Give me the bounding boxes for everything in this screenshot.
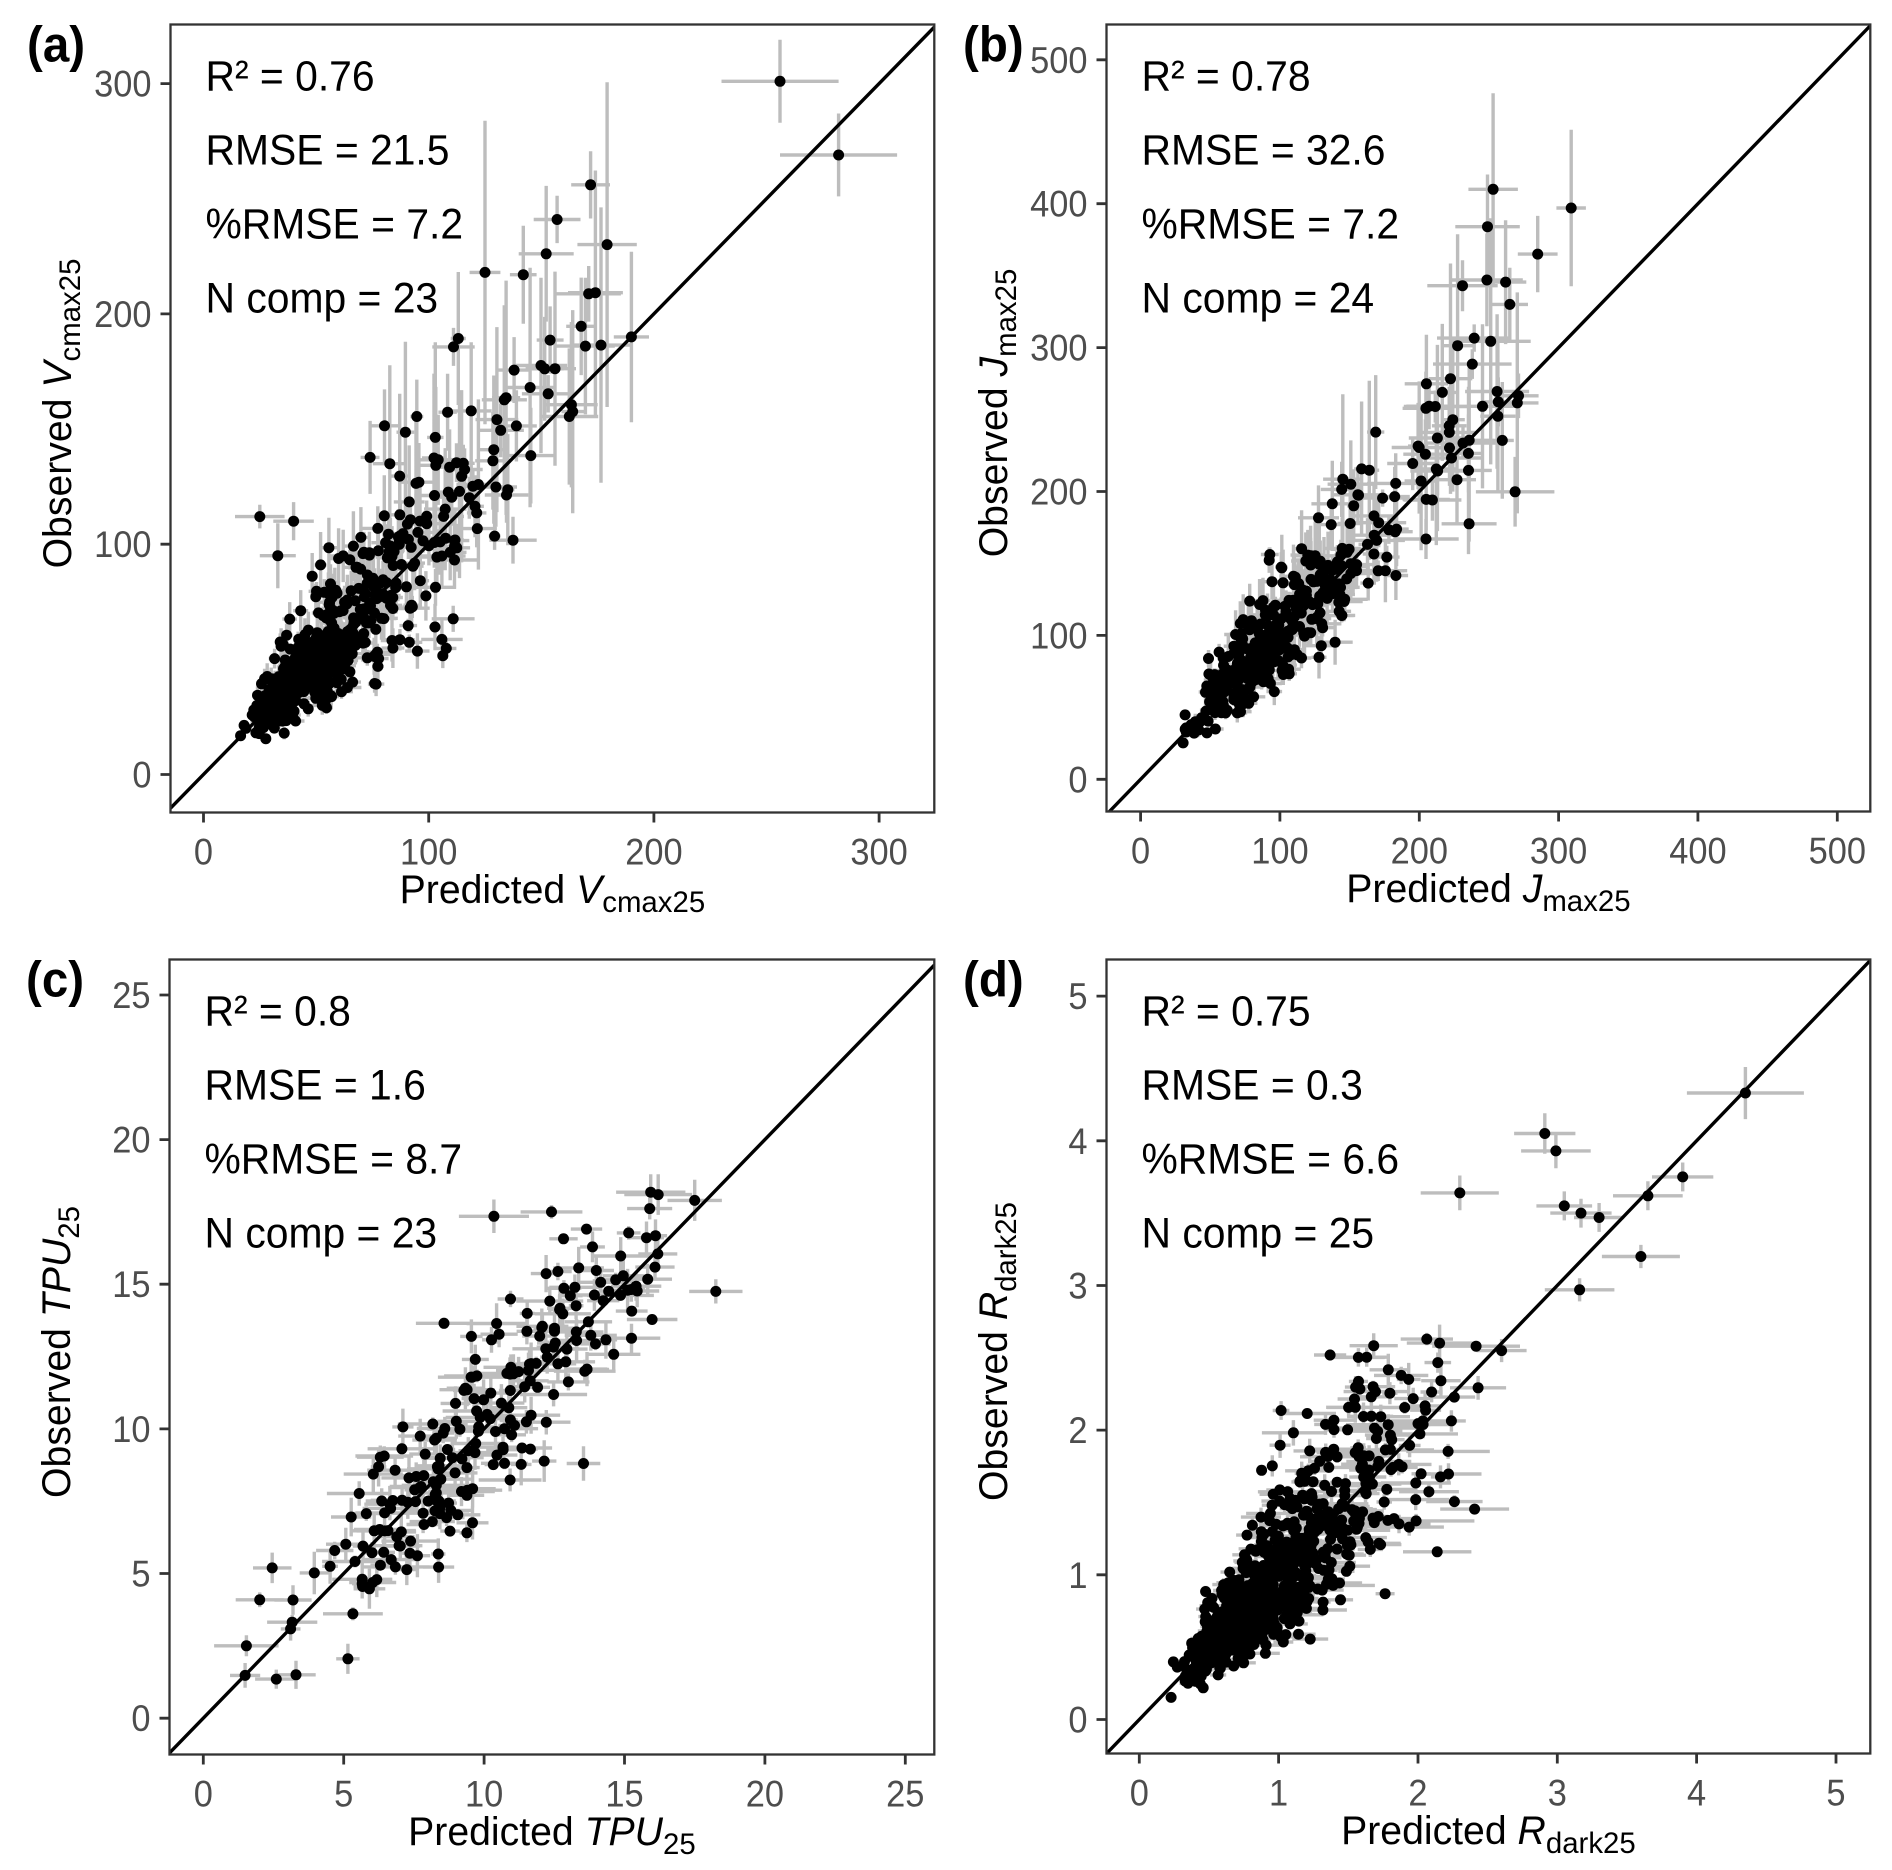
- svg-text:300: 300: [1530, 830, 1587, 871]
- svg-text:100: 100: [1030, 615, 1087, 656]
- svg-text:0: 0: [194, 1773, 213, 1814]
- svg-text:%RMSE = 7.2: %RMSE = 7.2: [206, 200, 464, 248]
- svg-text:Observed TPU25: Observed TPU25: [35, 1206, 86, 1498]
- svg-text:200: 200: [94, 294, 151, 335]
- svg-text:3: 3: [1068, 1265, 1087, 1306]
- svg-text:500: 500: [1809, 830, 1866, 871]
- svg-text:Predicted Vcmax25: Predicted Vcmax25: [400, 868, 706, 919]
- svg-text:RMSE = 32.6: RMSE = 32.6: [1142, 126, 1386, 174]
- svg-text:300: 300: [94, 63, 151, 104]
- svg-text:R² = 0.76: R² = 0.76: [206, 52, 375, 100]
- svg-text:N comp = 23: N comp = 23: [205, 1209, 438, 1257]
- svg-text:0: 0: [1130, 1772, 1149, 1813]
- svg-text:RMSE = 0.3: RMSE = 0.3: [1142, 1061, 1363, 1109]
- svg-text:4: 4: [1068, 1121, 1087, 1162]
- svg-text:0: 0: [131, 1698, 150, 1739]
- svg-text:0: 0: [132, 754, 151, 795]
- svg-text:N comp = 23: N comp = 23: [206, 274, 439, 322]
- svg-text:N comp = 25: N comp = 25: [1142, 1209, 1375, 1257]
- svg-text:R² = 0.78: R² = 0.78: [1142, 52, 1311, 100]
- svg-text:2: 2: [1408, 1772, 1427, 1813]
- svg-text:5: 5: [131, 1553, 150, 1594]
- svg-text:R² = 0.8: R² = 0.8: [205, 987, 351, 1035]
- svg-text:25: 25: [112, 975, 150, 1016]
- svg-text:100: 100: [1251, 830, 1308, 871]
- svg-text:20: 20: [746, 1773, 784, 1814]
- svg-text:2: 2: [1068, 1410, 1087, 1451]
- svg-text:Predicted TPU25: Predicted TPU25: [408, 1810, 696, 1861]
- svg-text:(b): (b): [963, 17, 1024, 72]
- svg-text:N comp = 24: N comp = 24: [1142, 274, 1375, 322]
- svg-text:400: 400: [1030, 184, 1087, 225]
- svg-text:300: 300: [850, 831, 907, 872]
- svg-text:R² = 0.75: R² = 0.75: [1142, 987, 1311, 1035]
- svg-text:(c): (c): [26, 952, 84, 1007]
- svg-text:5: 5: [334, 1773, 353, 1814]
- svg-text:10: 10: [112, 1409, 150, 1450]
- svg-text:0: 0: [194, 831, 213, 872]
- svg-text:%RMSE = 7.2: %RMSE = 7.2: [1142, 200, 1400, 248]
- svg-text:3: 3: [1548, 1772, 1567, 1813]
- svg-text:0: 0: [1131, 830, 1150, 871]
- svg-text:Observed Jmax25: Observed Jmax25: [972, 269, 1023, 558]
- svg-text:15: 15: [605, 1773, 643, 1814]
- svg-text:20: 20: [112, 1119, 150, 1160]
- svg-text:25: 25: [886, 1773, 924, 1814]
- svg-text:500: 500: [1030, 40, 1087, 81]
- svg-text:400: 400: [1669, 830, 1726, 871]
- svg-text:RMSE = 21.5: RMSE = 21.5: [206, 126, 450, 174]
- svg-text:RMSE = 1.6: RMSE = 1.6: [205, 1061, 426, 1109]
- svg-text:200: 200: [625, 831, 682, 872]
- svg-text:%RMSE = 6.6: %RMSE = 6.6: [1142, 1135, 1400, 1183]
- svg-text:5: 5: [1068, 976, 1087, 1017]
- svg-text:100: 100: [400, 831, 457, 872]
- svg-text:(a): (a): [27, 17, 85, 72]
- svg-text:0: 0: [1068, 1699, 1087, 1740]
- svg-text:300: 300: [1030, 327, 1087, 368]
- svg-text:100: 100: [94, 524, 151, 565]
- svg-text:%RMSE = 8.7: %RMSE = 8.7: [205, 1135, 463, 1183]
- svg-text:200: 200: [1391, 830, 1448, 871]
- svg-text:15: 15: [112, 1264, 150, 1305]
- svg-text:1: 1: [1269, 1772, 1288, 1813]
- svg-text:4: 4: [1687, 1772, 1706, 1813]
- svg-text:10: 10: [465, 1773, 503, 1814]
- svg-text:0: 0: [1068, 759, 1087, 800]
- svg-text:(d): (d): [963, 952, 1024, 1007]
- svg-text:200: 200: [1030, 471, 1087, 512]
- svg-text:1: 1: [1068, 1555, 1087, 1596]
- svg-text:5: 5: [1826, 1772, 1845, 1813]
